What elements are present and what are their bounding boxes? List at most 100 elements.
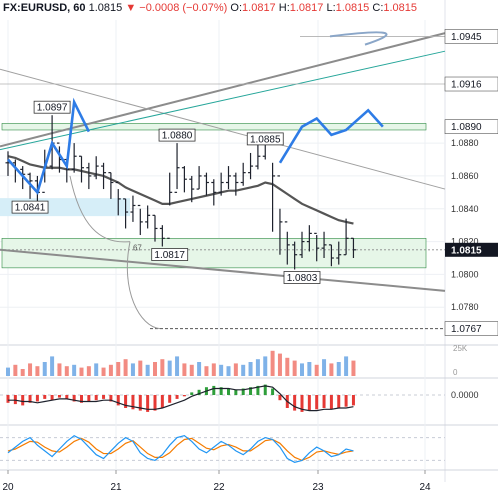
oscillator-bar [124, 395, 128, 408]
candle [343, 218, 349, 256]
volume-bar [314, 364, 319, 376]
volume-bar [322, 359, 327, 376]
oscillator-bar [234, 389, 238, 395]
volume-bar [270, 350, 275, 376]
price-badge-label: 1.0916 [451, 80, 482, 91]
oscillator-bar [337, 395, 341, 408]
candle [255, 143, 261, 170]
high-label: H: [278, 2, 290, 14]
pattern-zigzag [7, 97, 91, 195]
volume-bar [248, 362, 253, 376]
oscillator-bar [13, 395, 17, 405]
low-value: 1.0815 [335, 2, 370, 14]
candle [137, 204, 143, 236]
oscillator-bar [116, 395, 120, 406]
candle [115, 181, 121, 216]
chart-header: FX:EURUSD, 60 1.0815 ▼ −0.0008 (−0.07%) … [3, 2, 417, 14]
oscillator-bar [21, 395, 25, 406]
oscillator-bar [263, 384, 267, 395]
oscillator-bar [72, 395, 76, 402]
oscillator-bar [227, 388, 230, 395]
oscillator-bar [300, 395, 304, 412]
oscillator-bar [219, 387, 223, 395]
volume-axis-tick: 0 [453, 368, 458, 377]
oscillator-bar [102, 395, 106, 399]
annotation-box [33, 100, 71, 114]
volume-bar [13, 364, 18, 376]
volume-bar [79, 367, 84, 376]
oscillator-bar [197, 389, 201, 395]
volume-bar [189, 364, 194, 376]
oscillator-bar [249, 387, 253, 395]
volume-bar [226, 366, 231, 376]
curve-line [329, 31, 388, 46]
price-axis-tick: 1.0820 [451, 237, 479, 247]
candle [277, 175, 283, 255]
volume-bar [351, 360, 356, 376]
oscillator-bar [190, 392, 194, 395]
volume-bar [160, 359, 165, 376]
arc-line [126, 241, 161, 330]
price-badge-label: 1.0945 [451, 32, 482, 43]
candle [71, 143, 77, 173]
candle [211, 179, 217, 206]
candle [218, 172, 224, 196]
annotation-box [11, 200, 49, 214]
price-badge-label: 1.0815 [451, 245, 482, 256]
price-badge [444, 321, 498, 336]
candle [189, 175, 195, 203]
time-axis-tick: 22 [213, 482, 225, 493]
oscillator-bar [109, 395, 113, 402]
volume-bar [108, 364, 113, 376]
price-badge [444, 29, 498, 44]
oscillator-bar [57, 395, 61, 398]
volume-bar [116, 362, 121, 376]
oscillator-bar [182, 395, 186, 397]
annotation-box [158, 128, 196, 142]
annotation-label: 1.0880 [162, 131, 193, 142]
volume-bar [204, 366, 209, 376]
candle [306, 225, 312, 252]
high-value: 1.0817 [289, 2, 324, 14]
oscillator-bar [43, 395, 47, 399]
candle [5, 151, 11, 176]
candle [167, 172, 173, 239]
volume-bar [42, 362, 47, 376]
volume-bar [285, 357, 290, 376]
oscillator-bar [146, 395, 150, 412]
moving-average-line [7, 155, 354, 225]
oscillator-bar [329, 395, 333, 410]
candle [233, 172, 239, 196]
volume-bar [94, 363, 99, 376]
volume-bar [197, 362, 202, 376]
oscillator-bar [6, 395, 10, 403]
pattern-zigzag [278, 108, 384, 164]
open-value: 1.0817 [242, 2, 276, 14]
volume-bar [233, 363, 238, 376]
low-label: L: [326, 2, 336, 14]
candle [299, 231, 305, 259]
oscillator-bar [168, 395, 172, 403]
candle [226, 166, 231, 190]
candle [292, 241, 298, 270]
oscillator-bar [50, 395, 54, 401]
oscillator-bar [271, 388, 275, 395]
oscillator-bar [256, 385, 260, 395]
price-axis-tick: 1.0780 [451, 302, 479, 312]
down-arrow-icon: ▼ [125, 2, 137, 14]
descending-trendline [0, 68, 446, 190]
volume-bar [167, 360, 172, 376]
annotation-box [246, 132, 284, 146]
candle [123, 198, 129, 229]
oscillator-bar [160, 395, 164, 408]
lower-channel-line [0, 248, 446, 292]
candle [203, 172, 209, 196]
candle [248, 152, 254, 180]
volume-bar [101, 367, 106, 376]
time-axis-tick: 20 [2, 482, 14, 493]
annotation-box [151, 248, 189, 261]
volume-bar [219, 364, 224, 376]
price-axis-tick: 1.0860 [451, 171, 479, 181]
oscillator-bar [315, 395, 319, 410]
